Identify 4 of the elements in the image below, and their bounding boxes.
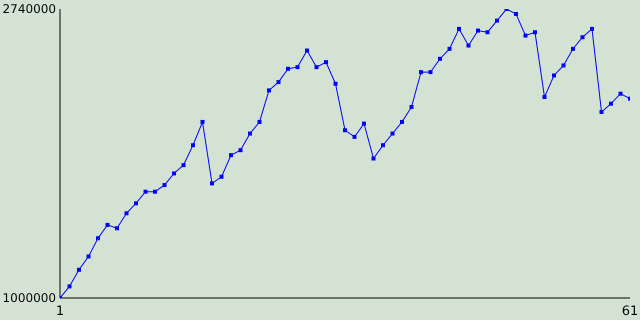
y-tick-label: 1000000 [2, 291, 56, 306]
x-tick-label: 1 [56, 304, 64, 320]
x-tick-label: 61 [622, 304, 638, 320]
y-tick-label: 2740000 [2, 2, 56, 16]
